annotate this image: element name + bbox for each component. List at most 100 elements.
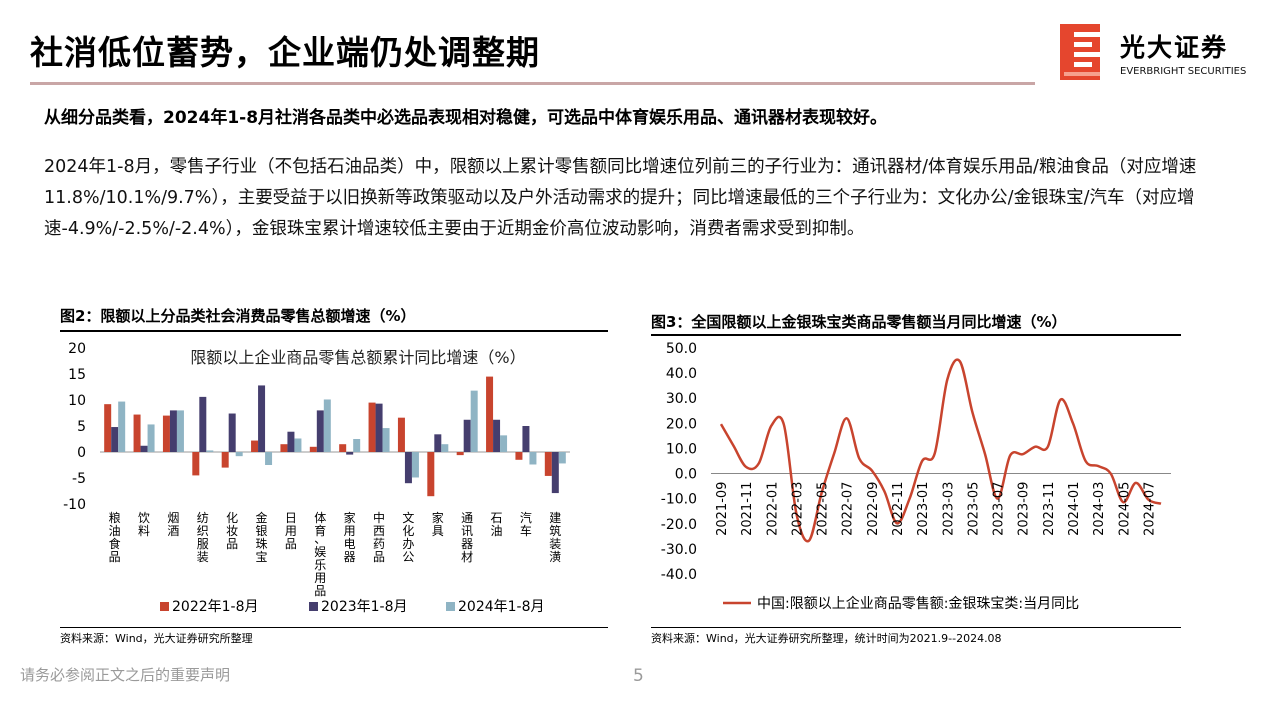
x-tick-label: 2022-11: [891, 482, 906, 536]
bar: [104, 404, 112, 452]
x-tick-label: 2021-09: [715, 482, 730, 536]
page-number: 5: [633, 666, 644, 686]
x-tick-label: 2022-09: [866, 482, 881, 536]
y-tick-label: 15: [68, 367, 86, 383]
x-tick-label: 2023-03: [941, 482, 956, 536]
legend-swatch: [160, 602, 169, 611]
title-divider: [30, 82, 1035, 85]
fig3-title: 图3：全国限额以上金银珠宝类商品零售额当月同比增速（%）: [651, 313, 1067, 331]
x-category-label: 家用电器: [344, 510, 356, 564]
bar: [199, 396, 207, 452]
x-category-label: 粮油食品: [109, 510, 121, 564]
logo-subtitle: EVERBRIGHT SECURITIES: [1120, 66, 1247, 77]
bar: [441, 444, 449, 452]
bar: [404, 452, 412, 484]
x-category-label: 建筑装潢: [549, 511, 561, 564]
fig2-rule: [60, 330, 608, 332]
x-tick-label: 2024-01: [1067, 482, 1082, 536]
y-tick-label: 0.0: [675, 467, 697, 483]
bar: [206, 450, 214, 452]
bar: [323, 399, 331, 452]
bar: [529, 452, 537, 465]
logo-stripe: [1074, 42, 1092, 47]
y-tick-label: 40.0: [666, 366, 697, 382]
y-tick-label: 5: [77, 419, 86, 435]
bar: [551, 452, 559, 494]
chart-inner-title: 限额以上企业商品零售总额累计同比增速（%）: [190, 348, 525, 367]
y-tick-label: -40.0: [661, 567, 697, 583]
legend-swatch: [446, 602, 455, 611]
logo-name: 光大证券: [1120, 33, 1229, 62]
bar: [397, 417, 405, 452]
legend-label: 2023年1-8月: [321, 599, 408, 615]
y-tick-label: 20.0: [666, 416, 697, 432]
x-category-label: 文化办公: [402, 510, 414, 564]
bar: [162, 415, 170, 452]
line-chart: 50.0 40.0 30.0 20.0 10.0 0.0 -10.0 -20.0 -30.0 -4…: [661, 341, 1171, 612]
bar: [111, 427, 119, 452]
bar: [463, 419, 471, 452]
x-category-label: 汽车: [520, 510, 532, 538]
bar: [133, 414, 141, 452]
y-tick-label: 10: [68, 393, 86, 409]
y-tick-label: 20: [68, 341, 86, 357]
x-tick-label: 2023-11: [1042, 482, 1057, 536]
x-tick-label: 2024-07: [1142, 482, 1157, 536]
bar: [456, 452, 464, 456]
bar: [434, 434, 442, 452]
y-tick-label: -10: [63, 497, 86, 513]
x-category-label: 通讯器材: [461, 511, 473, 564]
bar: [486, 376, 494, 452]
bar: [558, 452, 566, 464]
legend-label: 中国:限额以上企业商品零售额:金银珠宝类:当月同比: [757, 595, 1079, 612]
bar: [493, 419, 501, 452]
everbright-logo-icon: [1060, 24, 1100, 80]
x-tick-label: 2023-01: [916, 482, 931, 536]
bar: [309, 446, 317, 452]
x-category-label: 化妆品: [226, 511, 238, 551]
bar: [192, 452, 200, 476]
bar: [140, 445, 148, 452]
logo-stripe: [1064, 72, 1100, 76]
y-tick-label: -20.0: [661, 517, 697, 533]
fig3-source: 资料来源：Wind，光大证券研究所整理，统计时间为2021.9--2024.08: [651, 632, 1002, 645]
headline: 从细分品类看，2024年1-8月社消各品类中必选品表现相对稳健，可选品中体育娱乐…: [44, 108, 888, 128]
bar: [544, 452, 552, 476]
bar: [339, 444, 347, 452]
fig3-bottom-rule: [651, 627, 1181, 628]
bar-chart: 20 15 10 5 0 -5 -10 限额以上企业商品零售总额累计同比增速（%） 粮油食品 饮料…: [63, 341, 570, 615]
footer-disclaimer: 请务必参阅正文之后的重要声明: [20, 666, 231, 684]
x-tick-label: 2023-07: [992, 482, 1007, 536]
x-category-label: 日用品: [285, 511, 297, 551]
fig2-title: 图2：限额以上分品类社会消费品零售总额增速（%）: [60, 307, 416, 325]
page-title: 社消低位蓄势，企业端仍处调整期: [30, 33, 540, 72]
y-tick-label: 30.0: [666, 391, 697, 407]
x-category-label: 烟酒: [167, 511, 179, 538]
x-tick-label: 2022-05: [816, 482, 831, 536]
bar: [235, 452, 243, 457]
bar: [411, 452, 419, 478]
bar: [522, 426, 530, 452]
bar: [316, 410, 324, 452]
y-tick-label: 10.0: [666, 441, 697, 457]
bar: [251, 440, 259, 452]
bar: [228, 413, 236, 452]
bar: [382, 428, 390, 452]
x-tick-label: 2023-09: [1017, 482, 1032, 536]
brand-logo: 光大证券 EVERBRIGHT SECURITIES: [1060, 22, 1260, 82]
x-category-label: 家具: [432, 510, 444, 538]
bar: [176, 410, 184, 452]
y-tick-label: -10.0: [661, 492, 697, 508]
bar: [515, 452, 523, 460]
bar: [294, 438, 302, 452]
x-tick-label: 2024-03: [1092, 482, 1107, 536]
legend-label: 2024年1-8月: [458, 599, 545, 615]
bar: [375, 403, 383, 452]
bar: [221, 452, 229, 468]
bar: [470, 390, 478, 452]
fig2-bottom-rule: [60, 627, 608, 628]
series-line: [719, 358, 1162, 543]
bar: [169, 410, 177, 452]
bar: [265, 452, 273, 465]
y-tick-label: -5: [72, 471, 86, 487]
